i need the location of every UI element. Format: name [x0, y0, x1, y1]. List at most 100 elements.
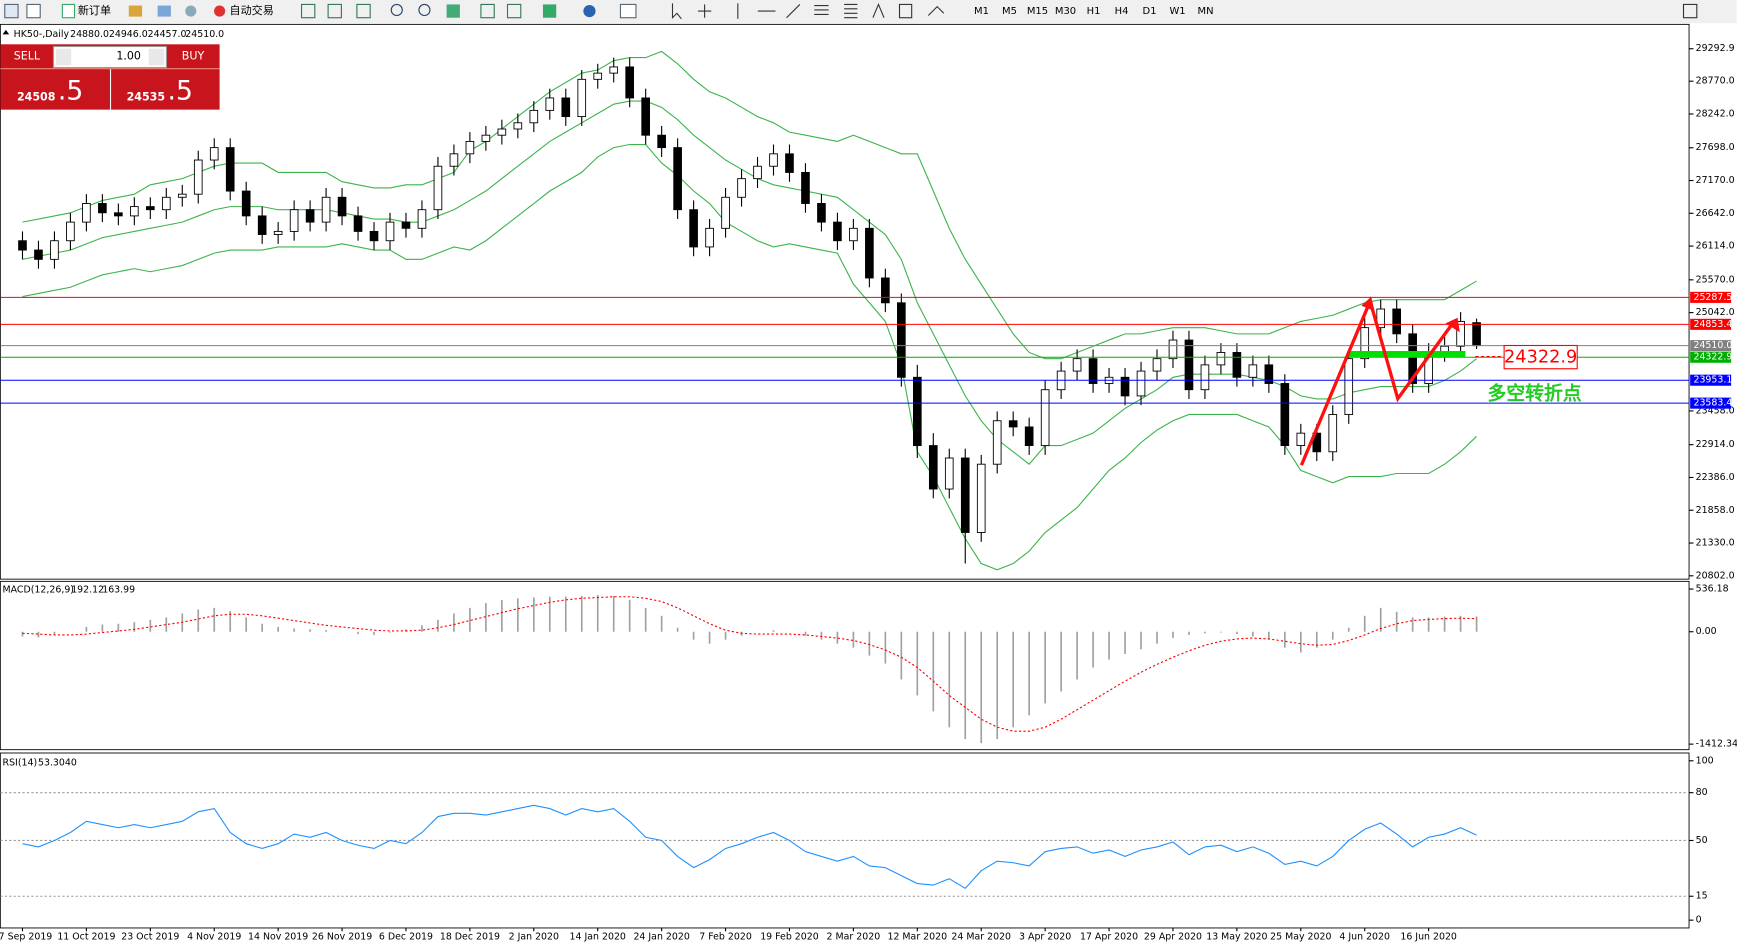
timeframe[interactable]: M5: [1002, 6, 1017, 17]
price-level-box: [1690, 397, 1732, 409]
candle-body: [513, 122, 523, 130]
x-tick-label: 3 Apr 2020: [1019, 931, 1071, 942]
price-level-box: [1690, 374, 1732, 386]
marker: [2, 29, 10, 35]
candle-body: [897, 302, 906, 378]
candle-body: [145, 206, 155, 211]
candle-body: [1136, 370, 1146, 397]
y-tick-label: 22386.0: [1696, 472, 1735, 483]
buy-button[interactable]: BUY: [182, 49, 205, 62]
icon[interactable]: [214, 5, 226, 17]
candle-body: [1312, 432, 1322, 453]
icon[interactable]: [4, 3, 19, 19]
drawings: 24322.9 多空转折点: [1299, 296, 1582, 466]
candle-body: [769, 153, 778, 167]
y-tick-label: 100: [1696, 755, 1714, 766]
timeframe[interactable]: MN: [1198, 6, 1214, 17]
icon[interactable]: [157, 5, 171, 17]
candle-body: [273, 230, 283, 235]
timeframe[interactable]: M30: [1055, 6, 1076, 17]
icon[interactable]: [619, 3, 637, 19]
rsi-title: RSI(14): [3, 757, 38, 768]
spin-down[interactable]: [55, 48, 72, 66]
plots: 29292.9 28770.0 28242.0 27698.0 27170.0 26642…: [0, 43, 1737, 942]
icon[interactable]: [356, 3, 371, 19]
arrow-heads: [1361, 296, 1460, 333]
candle-body: [833, 221, 842, 242]
candle-body: [1376, 308, 1386, 329]
icon[interactable]: [61, 3, 76, 19]
icon[interactable]: [185, 5, 197, 17]
candle-body: [1344, 358, 1354, 415]
lots[interactable]: 1.00: [116, 49, 141, 62]
buy-price[interactable]: 24535: [127, 90, 165, 103]
timeframe[interactable]: M1: [974, 6, 989, 17]
icon[interactable]: [898, 3, 913, 19]
timeframe[interactable]: H1: [1087, 6, 1101, 17]
icon[interactable]: [128, 5, 143, 17]
toolbar-items: 新订单 自动交易: [4, 2, 1698, 20]
x-tick-label: 16 Jun 2020: [1400, 931, 1457, 942]
y-tick-label: 0.00: [1696, 626, 1717, 637]
icon[interactable]: [844, 3, 858, 19]
candle-body: [321, 196, 331, 223]
sell-button[interactable]: SELL: [14, 49, 41, 62]
x-tick-label: 2 Jan 2020: [509, 931, 559, 942]
candle-body: [34, 249, 43, 260]
timeframe[interactable]: M15: [1027, 6, 1048, 17]
candle-body: [1456, 320, 1465, 347]
new-order[interactable]: 新订单: [78, 3, 111, 17]
candle-body: [1184, 339, 1194, 391]
price-callout: [1503, 344, 1578, 370]
candle-body: [241, 190, 251, 217]
candle-body: [849, 227, 858, 242]
candle-body: [561, 97, 571, 118]
candle-body: [881, 277, 890, 304]
header-value: 24946.0: [109, 29, 148, 40]
candle-body: [1264, 364, 1274, 384]
sell-price[interactable]: 24508: [17, 90, 56, 103]
timeframe[interactable]: D1: [1143, 6, 1157, 17]
icon[interactable]: [446, 4, 460, 18]
icon[interactable]: [927, 5, 945, 16]
icon[interactable]: [1682, 3, 1698, 19]
price-level-label: 24322.9: [1693, 352, 1732, 363]
icon[interactable]: [786, 4, 801, 19]
y-tick-label: 27698.0: [1696, 142, 1735, 153]
lots-input[interactable]: [52, 45, 167, 69]
candle-body: [161, 196, 171, 211]
timeframe[interactable]: H4: [1115, 6, 1129, 17]
icon[interactable]: [26, 3, 41, 19]
icon[interactable]: [814, 4, 829, 15]
icon[interactable]: [300, 3, 316, 19]
candle-body: [1232, 352, 1242, 378]
icon[interactable]: [418, 3, 431, 17]
candle-body: [1200, 364, 1210, 391]
icon[interactable]: [327, 3, 342, 19]
candle-body: [641, 97, 650, 136]
spin-up[interactable]: [148, 48, 165, 66]
icon[interactable]: [872, 2, 885, 18]
icon[interactable]: [480, 3, 495, 19]
price-level-box: [1690, 291, 1732, 303]
icon[interactable]: [390, 3, 403, 17]
buy-fraction[interactable]: .5: [168, 75, 193, 106]
candle-body: [1328, 414, 1338, 453]
candle-body: [1216, 352, 1226, 366]
candle-body: [817, 203, 826, 223]
icon[interactable]: [542, 4, 557, 18]
icon[interactable]: [671, 3, 682, 20]
candle-body: [481, 134, 491, 142]
candle-body: [992, 420, 1002, 465]
candle-body: [130, 206, 139, 217]
candle-body: [737, 178, 746, 198]
timeframe[interactable]: W1: [1169, 6, 1185, 17]
icon[interactable]: [697, 4, 712, 18]
auto-trading[interactable]: 自动交易: [230, 3, 274, 17]
candle-body: [1296, 432, 1306, 447]
icon[interactable]: [583, 4, 596, 18]
candle-body: [417, 209, 427, 229]
sell-fraction[interactable]: .5: [58, 75, 83, 106]
icon[interactable]: [506, 3, 522, 19]
candle-body: [369, 230, 379, 242]
